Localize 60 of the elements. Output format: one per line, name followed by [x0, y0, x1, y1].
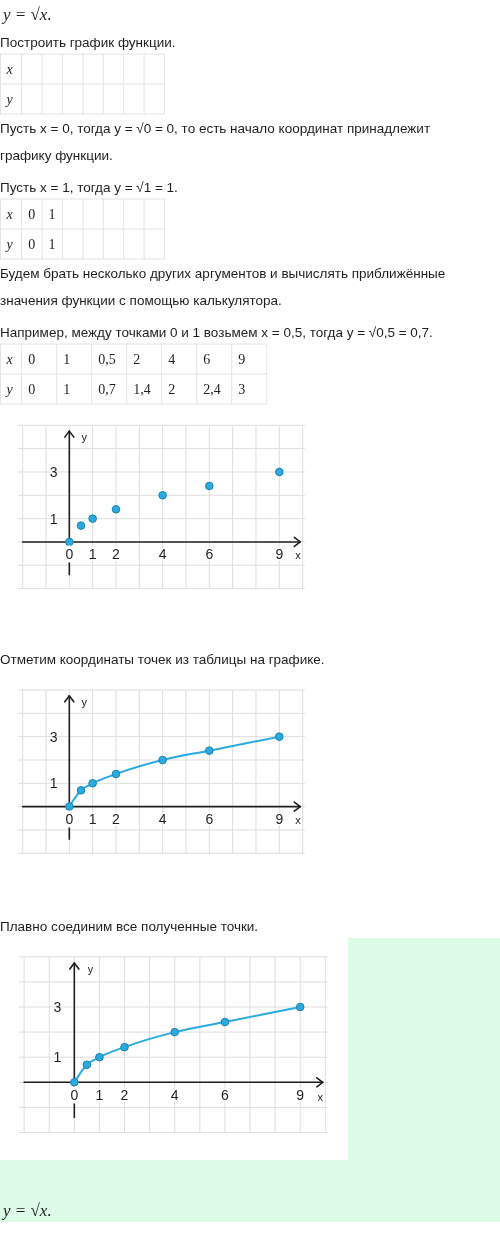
- y-axis-title: y: [81, 695, 88, 708]
- y-tick-label: 1: [49, 510, 58, 527]
- x-tick-label: 2: [112, 810, 121, 827]
- y-tick-label: 1: [53, 1049, 62, 1066]
- x-tick-label: 9: [296, 1087, 305, 1104]
- x-tick-label: 1: [88, 810, 97, 827]
- text: Например, между точками 0 и 1 возьмем x = 0,5, тогда y = √0,5 = 0,7.: [0, 324, 433, 339]
- y-tick-label: 3: [49, 463, 58, 480]
- chart-title: Отметим координаты точек из таблицы на графике.: [0, 651, 325, 667]
- text: x y: [4, 61, 14, 107]
- x-axis-title: x: [317, 1090, 324, 1103]
- point: [158, 490, 167, 500]
- point: [82, 1060, 92, 1070]
- text: x 0 1 y 0 1: [6, 206, 56, 252]
- x-tick-label: 1: [88, 546, 97, 563]
- point: [170, 1027, 180, 1037]
- text: Пусть x = 1, тогда y = √1 = 1.: [0, 179, 178, 194]
- x-tick-label: 6: [221, 1087, 230, 1104]
- text: Будем брать несколько других аргументов и вычислять приближённые значения функции с помощью калькулятора.: [0, 265, 446, 307]
- point: [275, 732, 284, 741]
- x-tick-label: 1: [95, 1087, 104, 1104]
- point: [70, 1078, 79, 1087]
- text: x 0 1 0,5 2 4 6 9 y 0 1 0,7 1,4 2 2,4 3: [6, 351, 246, 397]
- point: [65, 537, 74, 547]
- x-tick-label: 6: [205, 810, 214, 827]
- point: [220, 1017, 230, 1027]
- point: [295, 1002, 305, 1012]
- point: [88, 514, 97, 523]
- point: [275, 467, 284, 477]
- x-tick-label: 9: [275, 546, 284, 563]
- point: [205, 746, 214, 755]
- y-axis-title: y: [81, 430, 88, 443]
- point: [95, 1052, 104, 1062]
- x-tick-label: 4: [158, 546, 167, 563]
- y-axis-title: y: [87, 963, 94, 976]
- x-tick-label: 9: [275, 810, 284, 827]
- point: [158, 755, 167, 765]
- point: [88, 779, 97, 788]
- point: [76, 786, 86, 795]
- y-tick-label: 3: [49, 728, 58, 745]
- text: Пусть x = 0, тогда y = √0 = 0, то есть начало координат принадлежит графику функции.: [0, 120, 431, 162]
- x-axis-title: x: [295, 549, 302, 562]
- point: [205, 481, 214, 491]
- point: [111, 504, 121, 514]
- point: [65, 802, 74, 811]
- point: [76, 521, 86, 530]
- x-tick-label: 2: [112, 546, 121, 563]
- text: y = √x.: [1, 1200, 52, 1219]
- point: [111, 769, 121, 779]
- x-axis-title: x: [295, 814, 302, 827]
- y-tick-label: 3: [53, 999, 62, 1015]
- y-tick-label: 1: [49, 775, 58, 792]
- x-tick-label: 2: [120, 1087, 129, 1104]
- x-tick-label: 4: [158, 810, 167, 827]
- x-tick-label: 4: [170, 1087, 179, 1104]
- point: [120, 1042, 129, 1052]
- chart-title: Плавно соединим все полученные точки.: [0, 918, 259, 934]
- text: y = √x.: [1, 4, 52, 24]
- x-tick-label: 6: [205, 546, 214, 563]
- text: Построить график функции.: [0, 34, 176, 49]
